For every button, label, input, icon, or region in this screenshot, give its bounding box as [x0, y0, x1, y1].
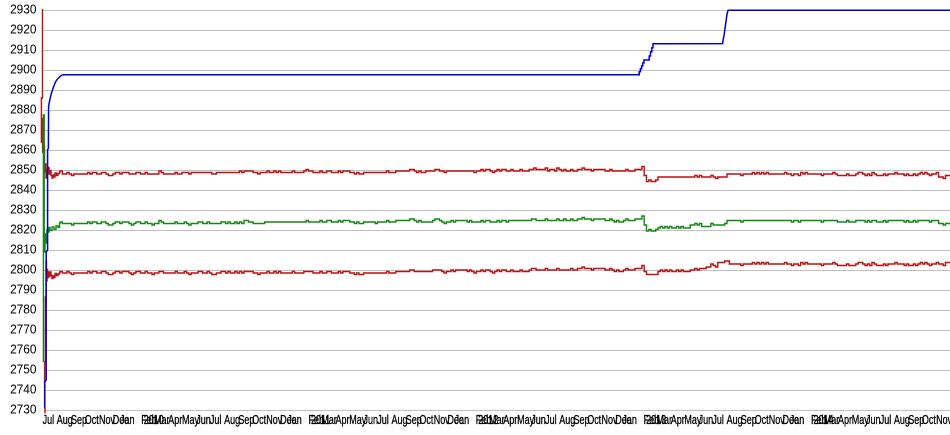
svg-text:2013: 2013: [646, 414, 666, 428]
svg-text:2780: 2780: [10, 302, 37, 316]
svg-text:May: May: [517, 414, 534, 428]
svg-text:Jun: Jun: [866, 414, 880, 428]
svg-text:Mar: Mar: [489, 414, 505, 428]
svg-text:Sep: Sep: [908, 414, 924, 428]
svg-text:2011: 2011: [311, 414, 330, 428]
svg-text:Oct: Oct: [85, 414, 99, 428]
svg-text:May: May: [684, 414, 701, 428]
svg-text:Oct: Oct: [922, 414, 936, 428]
svg-text:2800: 2800: [10, 262, 37, 276]
svg-text:Oct: Oct: [419, 414, 433, 428]
svg-text:Jan: Jan: [455, 414, 469, 428]
svg-text:Sep: Sep: [574, 414, 590, 428]
svg-text:Jul: Jul: [712, 414, 723, 428]
svg-text:2900: 2900: [10, 62, 37, 76]
svg-text:Oct: Oct: [587, 414, 601, 428]
svg-text:Nov: Nov: [434, 414, 450, 428]
svg-text:2910: 2910: [10, 42, 37, 56]
svg-text:Mar: Mar: [321, 414, 337, 428]
svg-text:May: May: [349, 414, 366, 428]
svg-text:Oct: Oct: [755, 414, 769, 428]
svg-text:2840: 2840: [10, 182, 37, 196]
svg-text:Mar: Mar: [154, 414, 170, 428]
svg-text:Aug: Aug: [57, 414, 73, 428]
svg-text:Dec: Dec: [280, 414, 296, 428]
svg-text:Jun: Jun: [699, 414, 713, 428]
svg-text:Sep: Sep: [238, 414, 254, 428]
svg-text:Jan: Jan: [790, 414, 804, 428]
svg-text:Jun: Jun: [364, 414, 378, 428]
svg-text:2760: 2760: [10, 342, 37, 356]
svg-text:2012: 2012: [478, 414, 498, 428]
svg-text:Feb: Feb: [141, 414, 156, 428]
svg-text:Aug: Aug: [224, 414, 240, 428]
svg-text:Aug: Aug: [559, 414, 575, 428]
svg-text:2010: 2010: [144, 414, 164, 428]
svg-text:Apr: Apr: [838, 414, 852, 428]
svg-text:2860: 2860: [10, 142, 37, 156]
svg-text:Apr: Apr: [671, 414, 685, 428]
svg-text:Jul: Jul: [545, 414, 556, 428]
svg-text:Feb: Feb: [644, 414, 659, 428]
svg-text:Sep: Sep: [741, 414, 757, 428]
svg-text:Mar: Mar: [824, 414, 840, 428]
svg-text:May: May: [182, 414, 199, 428]
svg-text:Feb: Feb: [309, 414, 324, 428]
svg-text:Jan: Jan: [622, 414, 636, 428]
svg-text:Aug: Aug: [727, 414, 743, 428]
svg-text:Dec: Dec: [615, 414, 631, 428]
svg-text:Jan: Jan: [120, 414, 134, 428]
svg-text:2820: 2820: [10, 222, 37, 236]
svg-text:2890: 2890: [10, 82, 37, 96]
svg-text:Nov: Nov: [769, 414, 785, 428]
svg-text:Jul: Jul: [880, 414, 891, 428]
svg-text:Nov: Nov: [602, 414, 618, 428]
svg-text:Jun: Jun: [196, 414, 210, 428]
svg-text:Jul: Jul: [43, 414, 54, 428]
svg-text:2810: 2810: [10, 242, 37, 256]
svg-text:2870: 2870: [10, 122, 37, 136]
svg-text:Feb: Feb: [811, 414, 826, 428]
svg-text:Dec: Dec: [113, 414, 129, 428]
svg-text:Sep: Sep: [71, 414, 87, 428]
svg-text:2770: 2770: [10, 322, 37, 336]
svg-text:Apr: Apr: [336, 414, 350, 428]
svg-text:2880: 2880: [10, 102, 37, 116]
svg-text:Aug: Aug: [894, 414, 910, 428]
svg-text:Mar: Mar: [657, 414, 673, 428]
svg-text:Nov: Nov: [266, 414, 282, 428]
svg-text:2920: 2920: [10, 22, 37, 36]
svg-text:2750: 2750: [10, 362, 37, 376]
svg-text:May: May: [852, 414, 869, 428]
svg-text:2740: 2740: [10, 382, 37, 396]
svg-text:2930: 2930: [10, 2, 37, 16]
svg-text:Nov: Nov: [936, 414, 950, 428]
svg-text:Aug: Aug: [392, 414, 408, 428]
svg-text:Nov: Nov: [99, 414, 115, 428]
svg-text:Apr: Apr: [168, 414, 182, 428]
svg-text:2014: 2014: [814, 414, 834, 428]
svg-text:Jan: Jan: [287, 414, 301, 428]
svg-text:2790: 2790: [10, 282, 37, 296]
svg-text:Jul: Jul: [210, 414, 221, 428]
svg-text:Oct: Oct: [252, 414, 266, 428]
svg-text:Feb: Feb: [476, 414, 491, 428]
svg-text:2850: 2850: [10, 162, 37, 176]
svg-text:Jul: Jul: [377, 414, 388, 428]
svg-text:Dec: Dec: [447, 414, 463, 428]
svg-text:Sep: Sep: [406, 414, 422, 428]
svg-text:Jun: Jun: [531, 414, 545, 428]
svg-text:2730: 2730: [10, 402, 37, 416]
svg-text:Apr: Apr: [503, 414, 517, 428]
svg-text:Dec: Dec: [783, 414, 799, 428]
svg-text:2830: 2830: [10, 202, 37, 216]
